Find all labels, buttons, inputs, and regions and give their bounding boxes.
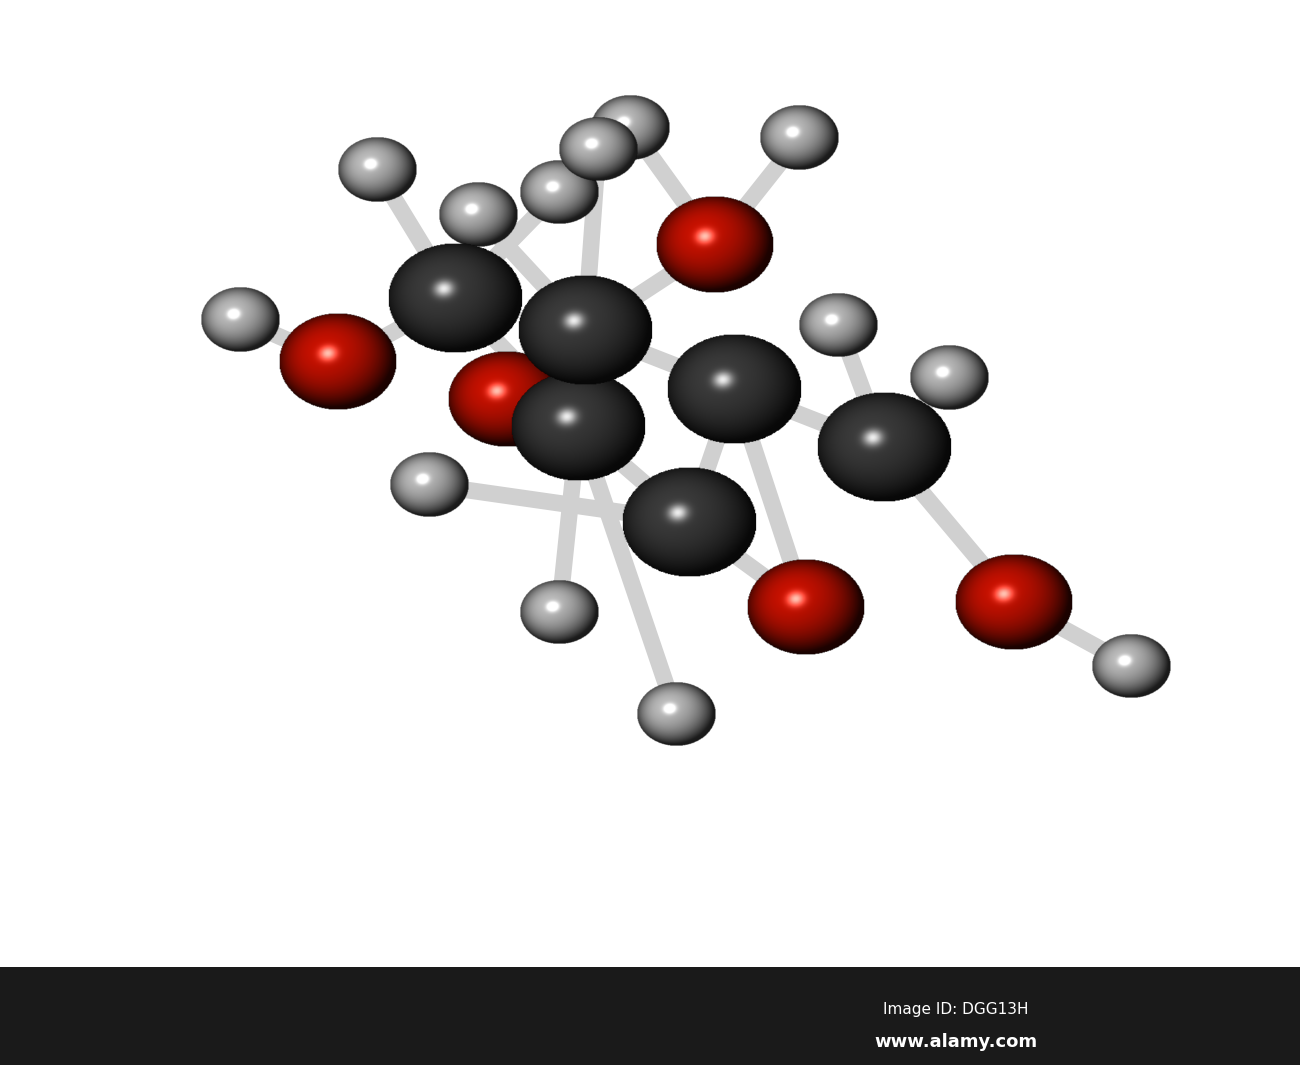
Text: www.alamy.com: www.alamy.com bbox=[874, 1033, 1037, 1050]
Text: Image ID: DGG13H: Image ID: DGG13H bbox=[883, 1002, 1028, 1017]
Bar bbox=[0, 967, 1300, 1065]
